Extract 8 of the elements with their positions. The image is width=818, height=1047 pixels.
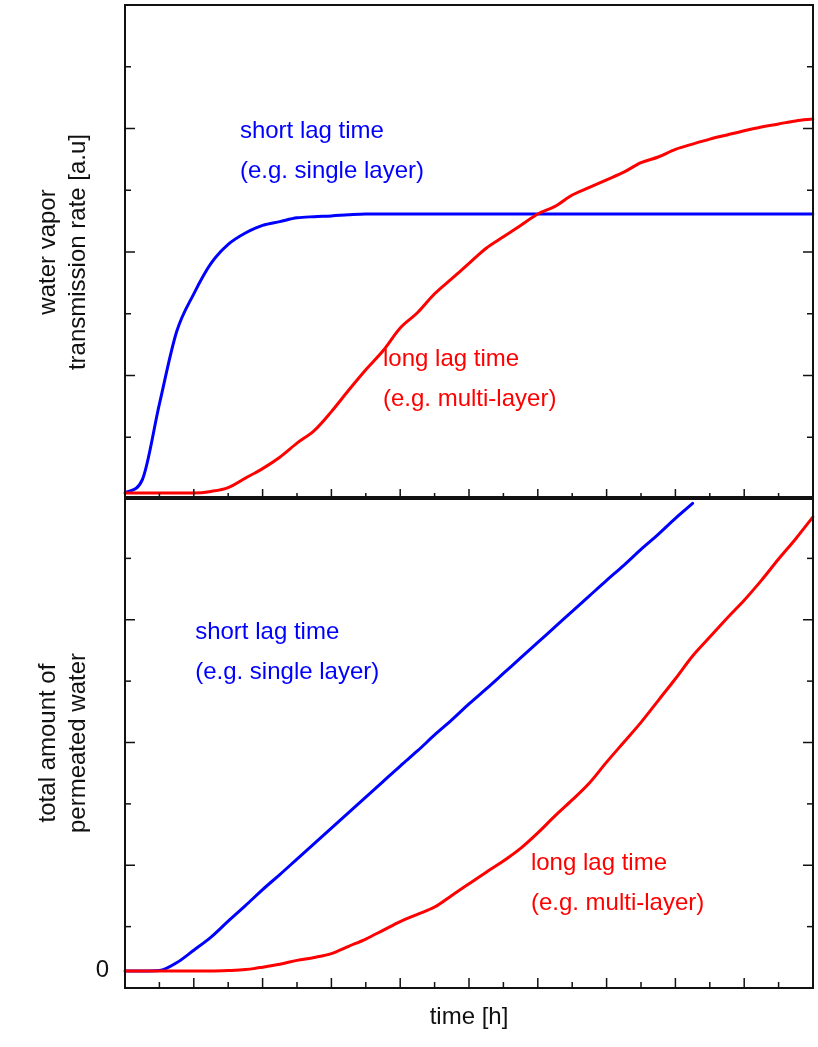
series-label: short lag time (e.g. single layer)	[239, 116, 424, 184]
text: short lag time (e.g. single layer)	[195, 617, 380, 685]
series-label: long lag time (e.g. multi-layer)	[530, 848, 705, 916]
y-axis-title: total amount of permeated water	[32, 651, 91, 835]
y-axis-title: water vapor transmission rate [a.u]	[32, 132, 91, 373]
x-axis-title: time [h]	[428, 1002, 510, 1030]
series-label: long lag time (e.g. multi-layer)	[383, 343, 557, 411]
text: 0	[95, 955, 109, 983]
